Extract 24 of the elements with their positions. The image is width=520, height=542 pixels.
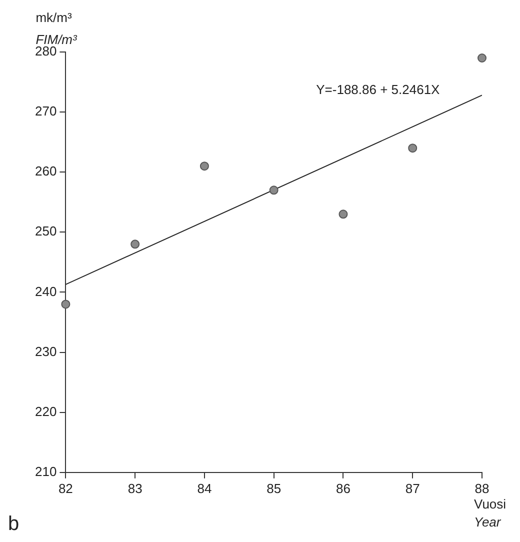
- point: [338, 210, 348, 219]
- annotation: Y=-188.86 + 5.2461X: [316, 82, 440, 98]
- point: [61, 300, 70, 309]
- y-tick-label: 230: [34, 344, 57, 359]
- y-tick-label: 270: [34, 104, 57, 119]
- y-tick-label: 260: [34, 164, 57, 179]
- x-tick-label: 87: [405, 480, 420, 496]
- x-tick-label: 88: [474, 480, 490, 496]
- point: [408, 144, 418, 153]
- y-tick-label: 240: [34, 284, 57, 299]
- x-axis-title: Vuosi Year: [474, 496, 506, 530]
- point: [269, 186, 278, 195]
- y-tick-label: 210: [34, 464, 57, 479]
- x-tick-label: 85: [266, 480, 282, 496]
- point: [200, 162, 209, 171]
- y-tick-label: 250: [34, 224, 57, 239]
- x-tick-label: 84: [197, 480, 212, 496]
- x-tick-label: 83: [128, 480, 142, 496]
- point: [130, 240, 140, 249]
- text: b: [8, 513, 20, 535]
- x-tick-label: 82: [58, 480, 73, 496]
- x-tick-label: 86: [336, 480, 350, 496]
- point: [478, 54, 486, 63]
- y-tick-label: 220: [34, 404, 57, 419]
